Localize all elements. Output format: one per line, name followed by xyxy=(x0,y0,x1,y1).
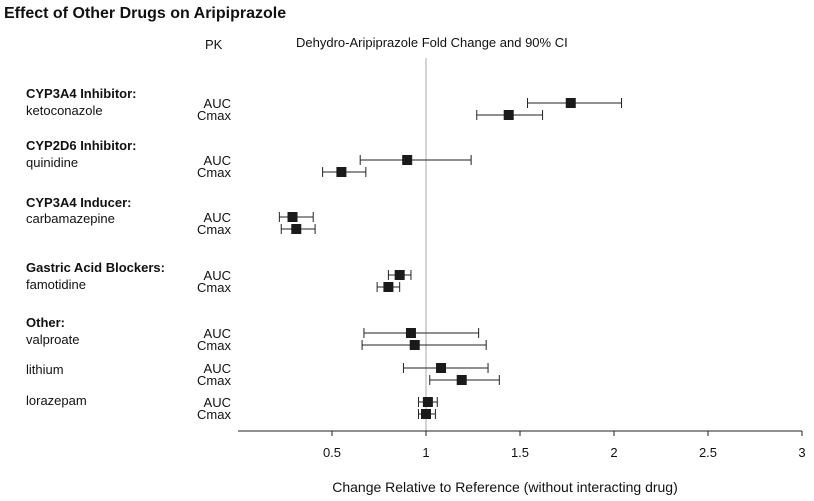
pk-label-auc: AUC xyxy=(204,210,231,225)
point-estimate-marker xyxy=(436,363,447,373)
drug-label-carbamazepine: carbamazepine xyxy=(26,211,115,226)
pk-label-cmax: Cmax xyxy=(197,108,231,123)
pk-label-cmax: Cmax xyxy=(197,280,231,295)
pk-label-cmax: Cmax xyxy=(197,222,231,237)
x-tick-label: 2.5 xyxy=(699,445,717,460)
pk-column-header: PK xyxy=(205,37,223,52)
group-label-gastric-acid-blockers: Gastric Acid Blockers: xyxy=(26,260,165,275)
drug-label-lorazepam: lorazepam xyxy=(26,393,87,408)
drug-label-valproate: valproate xyxy=(26,332,79,347)
drug-label-quinidine: quinidine xyxy=(26,155,78,170)
group-label-cyp3a4-inhibitor: CYP3A4 Inhibitor: xyxy=(26,86,137,101)
pk-label-auc: AUC xyxy=(204,268,231,283)
pk-label-auc: AUC xyxy=(204,326,231,341)
chart-subtitle: Dehydro-Aripiprazole Fold Change and 90%… xyxy=(296,35,568,50)
x-tick-label: 2 xyxy=(610,445,617,460)
pk-label-auc: AUC xyxy=(204,96,231,111)
point-estimate-marker xyxy=(287,212,298,222)
drug-label-ketoconazole: ketoconazole xyxy=(26,103,103,118)
drug-label-famotidine: famotidine xyxy=(26,277,86,292)
point-estimate-marker xyxy=(291,224,302,234)
point-estimate-marker xyxy=(456,375,467,385)
pk-label-cmax: Cmax xyxy=(197,338,231,353)
point-estimate-marker xyxy=(565,98,576,108)
x-axis-label: Change Relative to Reference (without in… xyxy=(332,479,678,495)
drug-label-lithium: lithium xyxy=(26,362,64,377)
pk-label-auc: AUC xyxy=(204,361,231,376)
x-tick-label: 0.5 xyxy=(323,445,341,460)
point-estimate-marker xyxy=(336,167,347,177)
x-tick-label: 3 xyxy=(798,445,805,460)
group-label-cyp2d6-inhibitor: CYP2D6 Inhibitor: xyxy=(26,138,137,153)
group-label-cyp3a4-inducer: CYP3A4 Inducer: xyxy=(26,195,131,210)
plot-area: 0.5 1 1.5 2 2.5 3AUCCmaxAUCCmaxAUCCmaxAUCCmax… xyxy=(197,58,806,460)
point-estimate-marker xyxy=(409,340,420,350)
pk-label-auc: AUC xyxy=(204,395,231,410)
point-estimate-marker xyxy=(421,409,431,419)
point-estimate-marker xyxy=(394,270,405,280)
x-tick-label: 1 xyxy=(422,445,429,460)
x-tick-label: 1.5 xyxy=(511,445,529,460)
pk-label-auc: AUC xyxy=(204,153,231,168)
pk-label-cmax: Cmax xyxy=(197,165,231,180)
point-estimate-marker xyxy=(422,397,433,407)
point-estimate-marker xyxy=(402,155,413,165)
pk-label-cmax: Cmax xyxy=(197,407,231,422)
point-estimate-marker xyxy=(503,110,514,120)
chart-title: Effect of Other Drugs on Aripiprazole xyxy=(4,5,286,22)
point-estimate-marker xyxy=(383,282,394,292)
pk-label-cmax: Cmax xyxy=(197,373,231,388)
point-estimate-marker xyxy=(405,328,416,338)
group-label-other: Other: xyxy=(26,315,65,330)
